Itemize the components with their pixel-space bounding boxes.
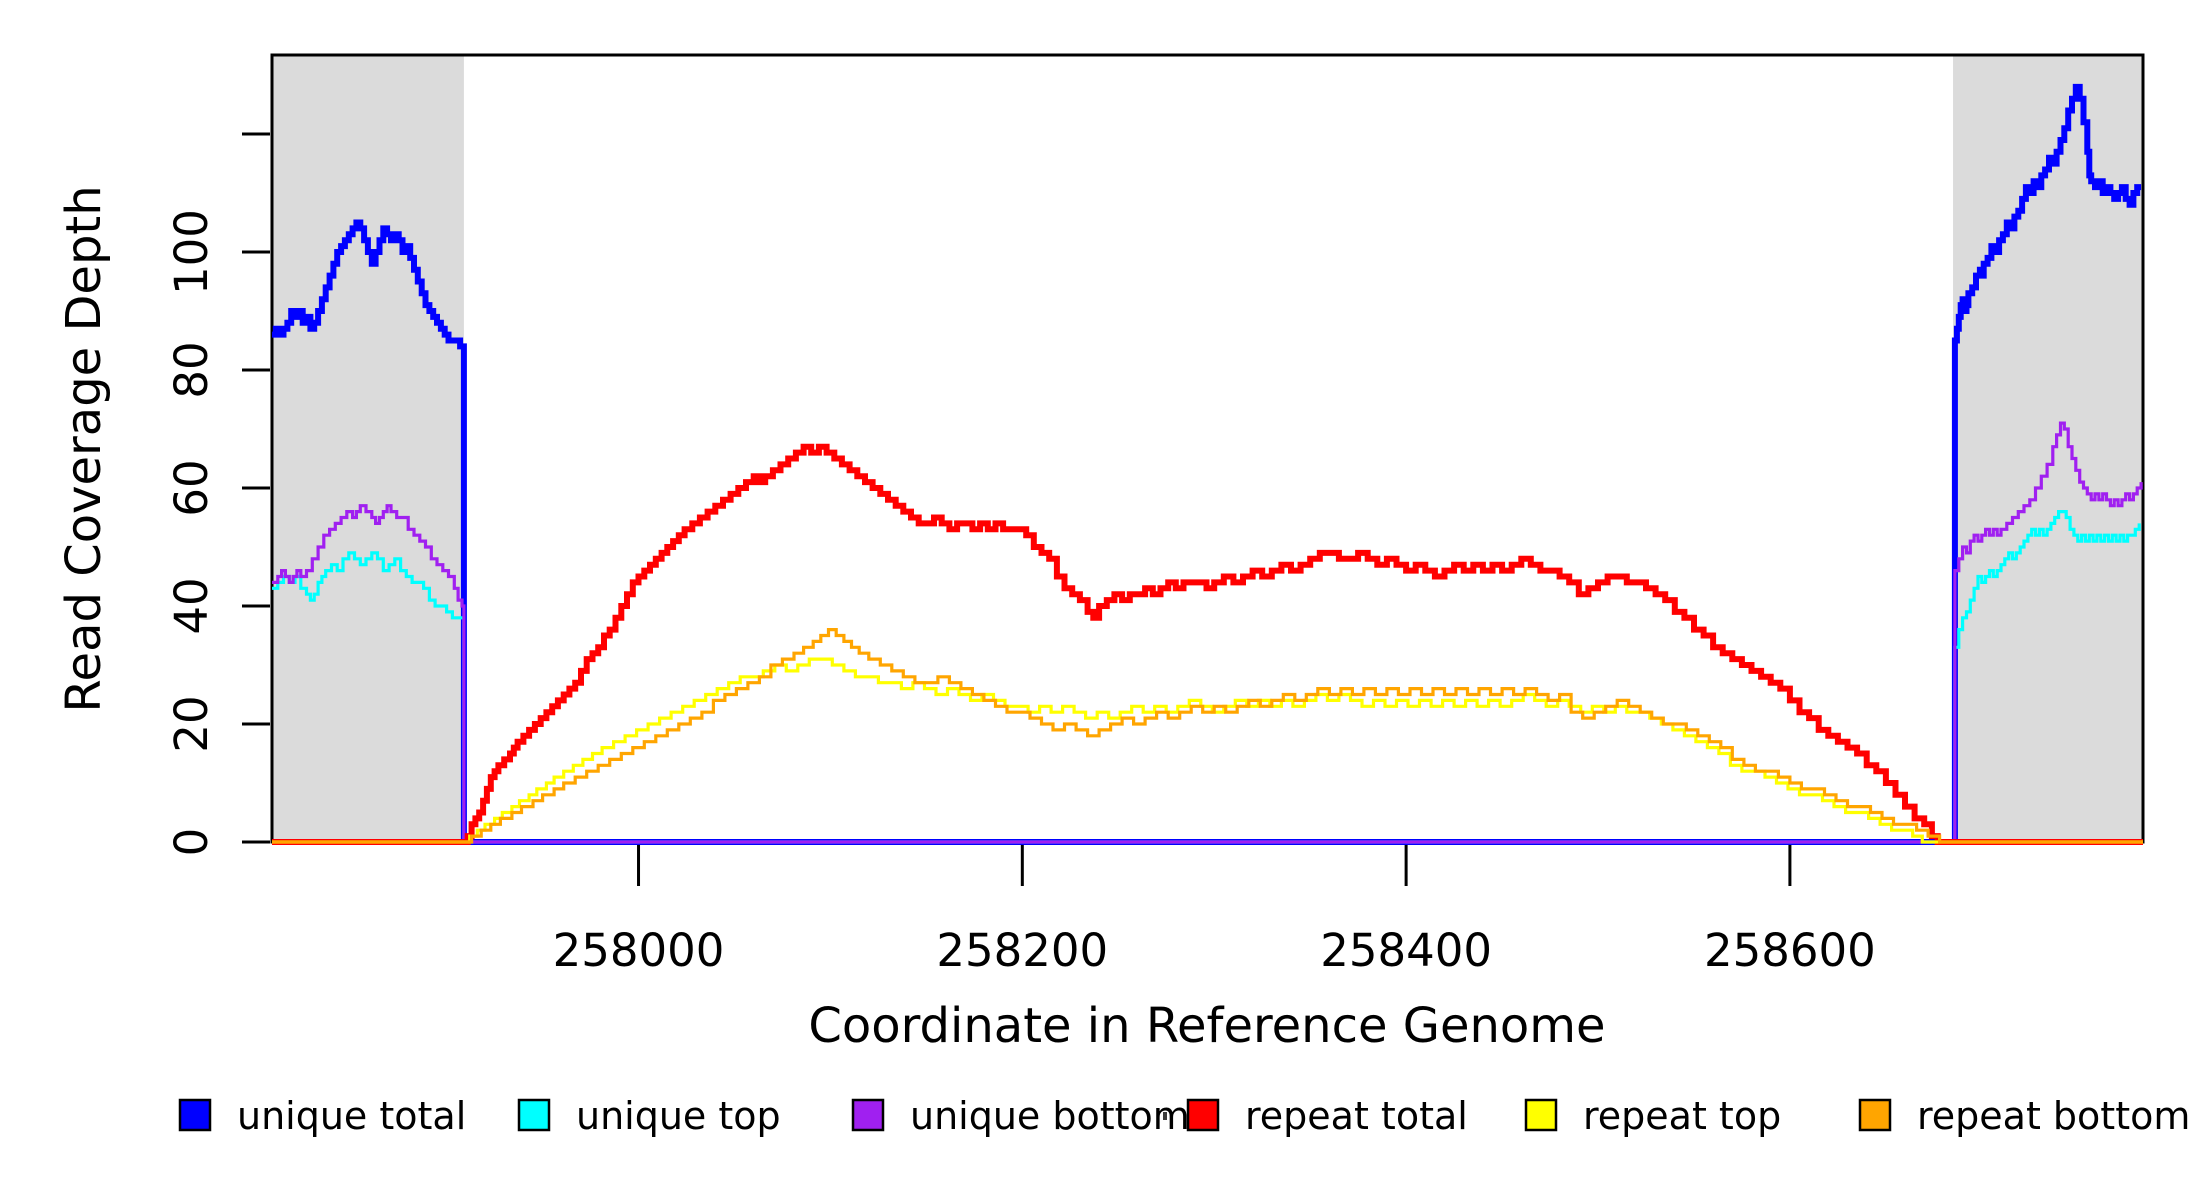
legend-label: unique total (237, 1094, 466, 1138)
x-tick-label: 258000 (553, 924, 725, 977)
highlight-band-1 (272, 55, 464, 842)
legend: unique total unique top unique bottom repea… (178, 1094, 2190, 1138)
series-lines (272, 83, 2143, 845)
y-tick-label: 100 (165, 209, 218, 295)
legend-label: repeat bottom (1917, 1094, 2190, 1138)
series-line-repeat-total (272, 443, 2143, 845)
legend-swatch-repeat-top (1524, 1098, 1558, 1132)
legend-artifact-dot (1163, 1112, 1167, 1120)
legend-label: unique bottom (910, 1094, 1190, 1138)
legend-label: repeat total (1245, 1094, 1468, 1138)
x-tick-label: 258200 (936, 924, 1108, 977)
legend-item-unique-bottom: unique bottom (851, 1094, 1190, 1138)
x-axis-title: Coordinate in Reference Genome (808, 998, 1605, 1054)
legend-swatch-unique-top (517, 1098, 551, 1132)
y-tick-label: 20 (165, 695, 218, 752)
legend-item-repeat-bottom: repeat bottom (1858, 1094, 2190, 1138)
series-line-repeat-bottom (272, 628, 2143, 844)
x-tick-label: 258600 (1704, 924, 1876, 977)
y-tick-label: 60 (165, 459, 218, 516)
series-line-unique-bottom (272, 421, 2143, 844)
legend-item-repeat-total: repeat total (1186, 1094, 1468, 1138)
legend-swatch-repeat-total (1186, 1098, 1220, 1132)
legend-swatch-unique-bottom (851, 1098, 885, 1132)
y-tick-label: 0 (165, 828, 218, 857)
series-line-unique-total (272, 83, 2142, 845)
legend-item-unique-top: unique top (517, 1094, 781, 1138)
series-line-unique-top (272, 510, 2141, 844)
legend-item-unique-total: unique total (178, 1094, 466, 1138)
y-tick-label: 40 (165, 577, 218, 634)
legend-label: unique top (576, 1094, 781, 1138)
legend-swatch-repeat-bottom (1858, 1098, 1892, 1132)
y-axis: 0 20 40 60 80 100 (165, 132, 270, 857)
legend-item-repeat-top: repeat top (1524, 1094, 1781, 1138)
highlight-bands (272, 55, 2143, 842)
legend-swatch-unique-total (178, 1098, 212, 1132)
y-axis-title: Read Coverage Depth (56, 185, 112, 712)
x-tick-label: 258400 (1320, 924, 1492, 977)
x-axis: 258000 258200 258400 258600 (553, 844, 1876, 977)
y-tick-label: 80 (165, 341, 218, 398)
legend-label: repeat top (1583, 1094, 1781, 1138)
